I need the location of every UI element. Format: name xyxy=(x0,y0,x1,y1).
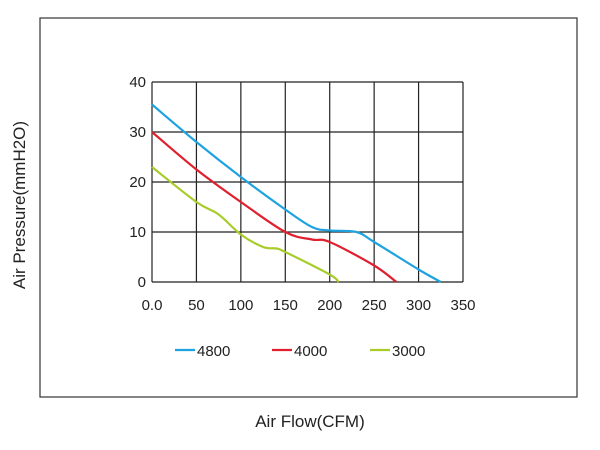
x-tick-label: 200 xyxy=(317,297,342,314)
y-tick-label: 0 xyxy=(138,274,146,291)
series-line-3000 xyxy=(151,166,340,283)
x-tick-label: 300 xyxy=(406,297,431,314)
legend-label: 3000 xyxy=(392,343,425,360)
legend-label: 4000 xyxy=(294,343,327,360)
y-tick-label: 30 xyxy=(129,124,146,141)
x-tick-label: 350 xyxy=(450,297,475,314)
y-axis-label: Air Pressure(mmH2O) xyxy=(10,121,29,289)
x-tick-label: 100 xyxy=(228,297,253,314)
x-tick-label: 50 xyxy=(188,297,205,314)
y-tick-label: 20 xyxy=(129,174,146,191)
tick-labels: 0.0 50 100 150 200 250 300 350 0 10 20 30 40 xyxy=(129,74,475,314)
chart-frame xyxy=(39,17,578,398)
x-axis-label: Air Flow(CFM) xyxy=(255,412,365,431)
series-line-4800 xyxy=(151,103,442,283)
legend-label: 4800 xyxy=(197,343,230,360)
grid xyxy=(151,81,464,283)
x-tick-label: 250 xyxy=(362,297,387,314)
y-tick-label: 10 xyxy=(129,224,146,241)
x-tick-label: 0.0 xyxy=(142,297,163,314)
legend: 4800 4000 3000 xyxy=(175,343,425,360)
x-tick-label: 150 xyxy=(273,297,298,314)
y-tick-label: 40 xyxy=(129,74,146,91)
series-lines xyxy=(151,103,442,283)
series-line-4000 xyxy=(151,131,398,283)
